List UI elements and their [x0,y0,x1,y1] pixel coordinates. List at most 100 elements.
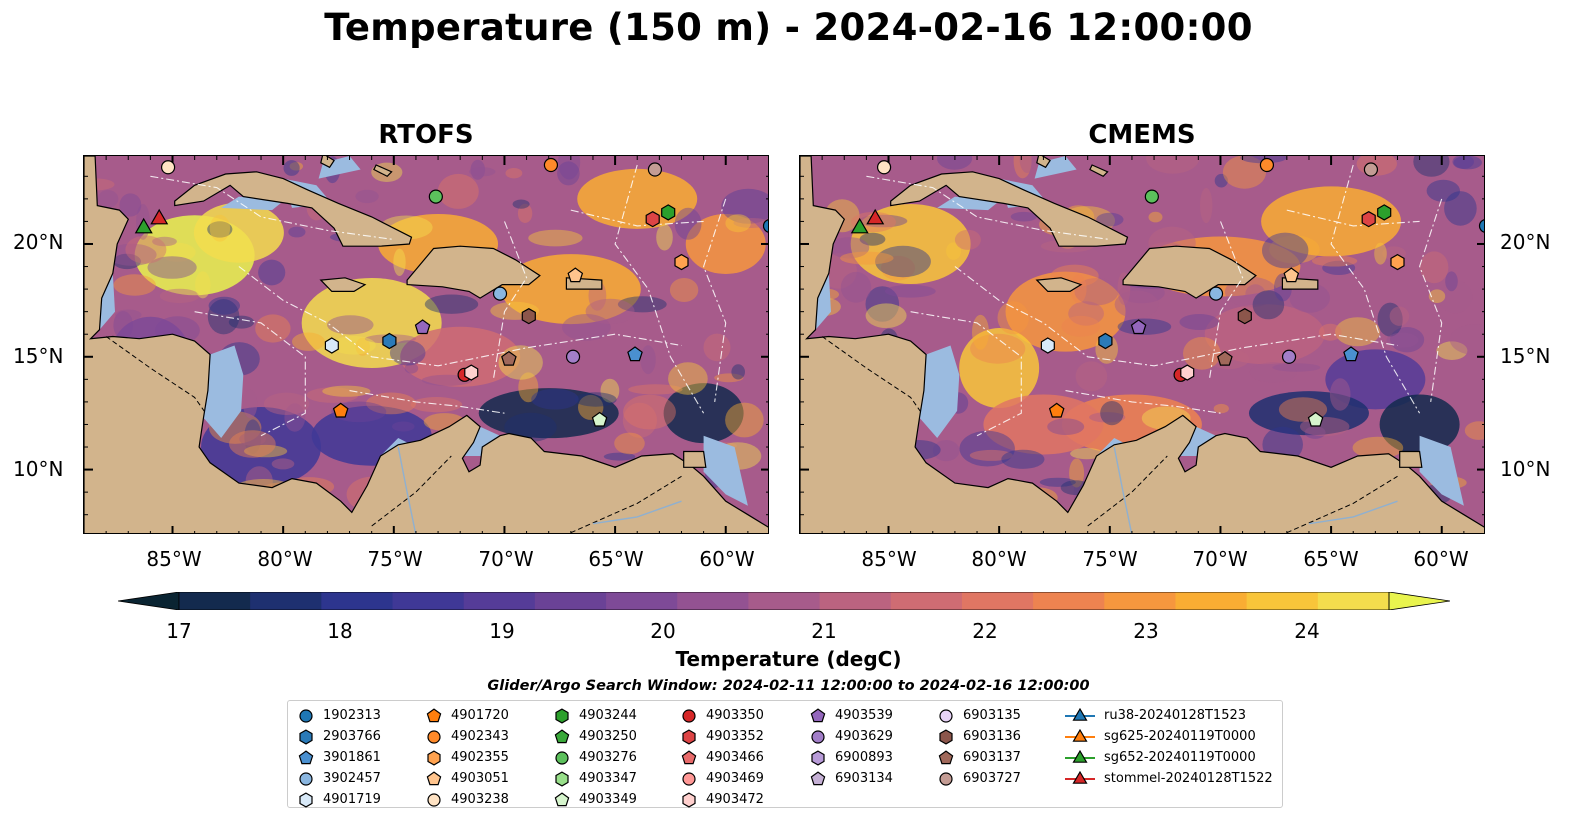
legend-marker-icon [681,749,697,764]
eez-boundary [349,390,505,414]
temperature-patch [983,394,1104,455]
temperature-eddy [668,362,708,395]
argo-float-marker [565,349,581,364]
legend-item: 4903469 [681,768,764,789]
legend-item: 6903727 [938,768,1021,789]
temperature-eddy [656,224,673,251]
legend-marker-icon [811,729,825,744]
argo-float-marker [1048,402,1065,418]
legend-item: 4903051 [426,768,509,789]
temperature-eddy [714,373,744,383]
legend-marker-icon [1065,728,1095,742]
temperature-eddy [1436,341,1468,360]
argo-float-marker [674,253,689,271]
colorbar-segment [1317,592,1390,610]
legend-label: 4903347 [579,771,637,786]
lat-label-20n-right: 20°N [1500,230,1551,254]
legend-item: 4903539 [810,705,893,726]
cmems-map-canvas [800,156,1484,533]
legend-marker-icon [299,791,313,808]
temperature-eddy [244,419,262,455]
temperature-eddy [969,449,1013,461]
temperature-eddy [880,255,916,281]
argo-float-marker [1343,346,1359,362]
temperature-eddy [283,160,300,176]
legend-marker-icon [811,749,825,766]
temperature-eddy [113,311,133,340]
temperature-eddy [1420,251,1449,284]
temperature-eddy [725,214,751,233]
legend-title: Glider/Argo Search Window: 2024-02-11 12… [487,678,1090,694]
legend-symbol [939,708,953,723]
shallow-shelf [203,345,244,438]
legend-marker-icon [427,749,441,766]
lon-label-65w: 65°W [588,547,644,571]
legend-label: 6903135 [963,708,1021,723]
temperature-eddy [1329,378,1351,411]
legend-marker-icon [1065,707,1095,721]
legend-label: 6903727 [963,771,1021,786]
temperature-eddy [865,303,907,328]
temperature-eddy [1148,211,1163,223]
legend-item: 6903137 [938,747,1021,768]
temperature-eddy [946,242,962,260]
temperature-eddy [1146,156,1200,174]
eez-boundary [1330,164,1421,414]
colorbar-label: Temperature (degC) [675,647,902,671]
temperature-eddy [244,444,288,458]
legend-label: stommel-20240128T1522 [1104,771,1273,786]
rtofs-map[interactable] [83,155,769,534]
argo-float-marker [591,411,608,427]
temperature-eddy [959,430,1015,467]
temperature-eddy [468,167,496,177]
legend-item: 4903349 [554,789,637,810]
legend-column: 1902313 2903766 3901861 3902457 4901719 [298,705,381,810]
argo-float-marker [661,204,676,221]
temperature-eddy [1061,315,1101,337]
lon-label-85w-right: 85°W [861,547,917,571]
temperature-eddy [1013,156,1032,179]
legend-marker-icon [555,750,569,765]
legend-item: 4903629 [810,726,893,747]
cmems-map[interactable] [799,155,1485,534]
temperature-eddy [505,168,523,179]
shallow-shelf [703,435,748,506]
legend-label: 6903137 [963,750,1021,765]
colorbar-segment [463,592,536,610]
legend-label: 3901861 [323,750,381,765]
argo-float-marker [521,308,536,325]
land [1122,245,1257,299]
legend-symbol [299,791,313,808]
lon-label-80w: 80°W [257,547,313,571]
lat-label-10n-right: 10°N [1500,457,1551,481]
temperature-eddy [1222,156,1267,189]
colorbar-frame [178,592,1390,610]
temperature-eddy [1089,412,1126,423]
cbar-tick-24: 24 [1294,619,1320,643]
eez-boundary [1208,221,1244,380]
legend-label: 4901719 [323,792,381,807]
argo-float-marker [332,402,349,418]
legend-item: 3902457 [298,768,381,789]
legend-marker-icon [810,770,826,785]
temperature-eddy [725,402,764,438]
temperature-eddy [1464,421,1484,440]
cbar-tick-22: 22 [972,619,998,643]
legend-item: 4903352 [681,726,764,747]
legend-marker-icon [554,791,570,806]
argo-float-marker [1281,349,1297,364]
temperature-eddy [159,242,196,262]
temperature-eddy [355,189,379,204]
legend-symbol [554,791,570,806]
cbar-tick-18: 18 [327,619,353,643]
legend-item: 4902355 [426,747,509,768]
temperature-patch [201,407,322,488]
legend-marker-icon [1065,770,1095,784]
temperature-eddy [1119,282,1165,304]
temperature-eddy [392,421,415,432]
temperature-eddy [1272,363,1321,372]
temperature-eddy [228,315,255,329]
colorbar [118,592,1450,610]
legend-label: 6903134 [835,771,893,786]
temperature-eddy [125,235,167,264]
